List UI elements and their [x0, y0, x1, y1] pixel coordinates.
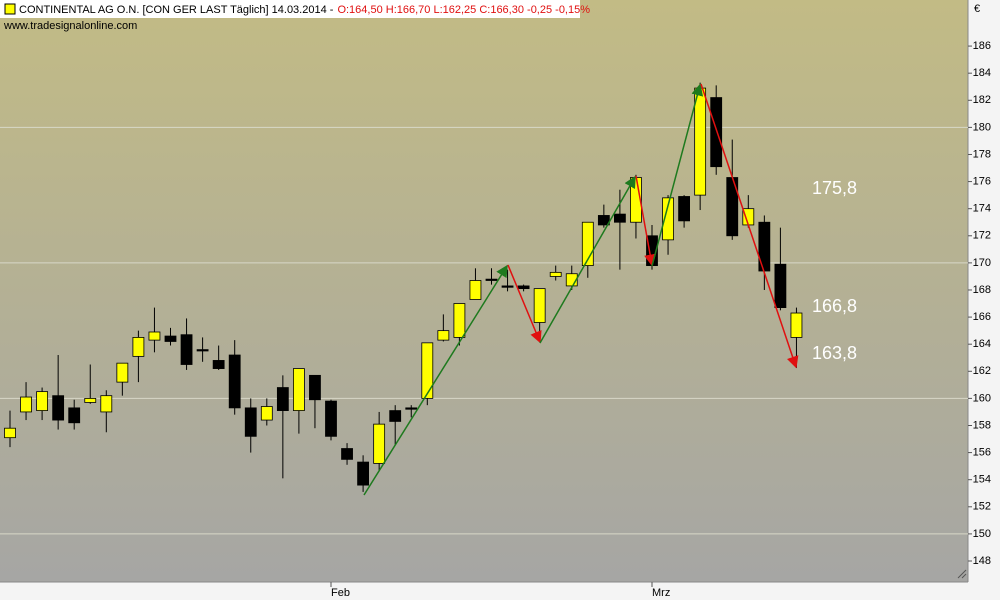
- y-tick-label: 176: [973, 175, 991, 187]
- y-axis-panel: [968, 0, 1000, 600]
- candle-body: [405, 407, 418, 410]
- candle-body: [758, 221, 771, 272]
- candle-body: [469, 280, 482, 300]
- y-tick-label: 150: [973, 528, 991, 540]
- candle-body: [453, 303, 466, 338]
- arrow: [539, 175, 636, 344]
- candle-body: [678, 196, 690, 222]
- y-tick-label: 160: [973, 392, 991, 404]
- candle-body: [501, 285, 514, 288]
- y-tick-label: 148: [973, 555, 991, 567]
- candle-body: [196, 349, 209, 352]
- y-tick-label: 174: [973, 203, 991, 215]
- y-tick-label: 162: [973, 365, 991, 377]
- candle-body: [276, 387, 289, 411]
- arrow: [700, 83, 799, 369]
- subtitle: www.tradesignalonline.com: [3, 20, 137, 32]
- candle-body: [52, 395, 65, 421]
- candle-body: [581, 221, 594, 266]
- candle-body: [84, 397, 97, 403]
- candle-body: [4, 427, 16, 439]
- candle-body: [212, 360, 225, 369]
- arrow: [635, 175, 657, 267]
- annotation: 166,8: [812, 296, 857, 316]
- candle-body: [517, 285, 530, 290]
- candle-body: [485, 278, 498, 281]
- y-tick-label: 170: [973, 257, 991, 269]
- candle-body: [68, 407, 81, 424]
- arrow: [363, 264, 508, 496]
- candle-body: [228, 354, 241, 409]
- y-tick-label: 156: [973, 446, 991, 458]
- y-tick-label: 152: [973, 501, 991, 513]
- y-tick-label: 166: [973, 311, 991, 323]
- candle-body: [180, 334, 193, 365]
- candle-body: [533, 288, 546, 323]
- y-tick-label: 184: [973, 67, 991, 79]
- candle-body: [389, 410, 402, 422]
- candle-body: [614, 213, 626, 223]
- candle-body: [260, 406, 273, 421]
- chart-title: CONTINENTAL AG O.N. [CON GER LAST Täglic…: [19, 4, 334, 16]
- y-tick-label: 172: [973, 230, 991, 242]
- candle-body: [116, 362, 129, 383]
- candle-body: [549, 271, 562, 277]
- header-box: [0, 0, 580, 18]
- candle-body: [20, 396, 32, 413]
- candle-body: [244, 407, 257, 437]
- arrow: [507, 264, 542, 344]
- candle-body: [132, 337, 145, 357]
- arrow: [651, 83, 704, 267]
- x-axis-panel: [0, 582, 968, 600]
- annotation: 163,8: [812, 343, 857, 363]
- y-axis-label: €: [974, 3, 980, 15]
- candle-body: [662, 197, 674, 241]
- candle-body: [309, 374, 321, 401]
- candle-body: [148, 331, 161, 341]
- candle-body: [357, 461, 370, 486]
- x-tick-label: Feb: [331, 587, 350, 599]
- resize-icon: [957, 569, 967, 579]
- y-tick-label: 180: [973, 121, 991, 133]
- candle-body: [710, 97, 723, 168]
- candle-body: [565, 273, 578, 287]
- candle-body: [292, 368, 305, 411]
- candle-body: [100, 395, 113, 413]
- candle-body: [164, 335, 177, 342]
- candle-body: [790, 312, 803, 338]
- y-tick-label: 178: [973, 148, 991, 160]
- candle-body: [36, 391, 48, 411]
- x-tick-label: Mrz: [652, 587, 670, 599]
- quote: O:164,50 H:166,70 L:162,25 C:166,30 -0,2…: [337, 4, 590, 16]
- candle-body: [437, 330, 450, 341]
- candle-body: [694, 87, 707, 196]
- annotation: 175,8: [812, 178, 857, 198]
- y-tick-label: 182: [973, 94, 991, 106]
- y-tick-label: 154: [973, 474, 991, 486]
- candle-body: [421, 342, 434, 399]
- y-tick-label: 186: [973, 40, 991, 52]
- y-tick-label: 168: [973, 284, 991, 296]
- trend-arrows: [363, 83, 799, 496]
- candle-body: [774, 263, 787, 308]
- candle-body: [341, 448, 353, 460]
- candle-body: [325, 400, 337, 437]
- plot-area: [0, 0, 968, 582]
- y-tick-label: 158: [973, 419, 991, 431]
- candle-body: [373, 423, 386, 464]
- legend-icon: [4, 3, 16, 15]
- y-tick-label: 164: [973, 338, 991, 350]
- candle-body: [597, 215, 610, 226]
